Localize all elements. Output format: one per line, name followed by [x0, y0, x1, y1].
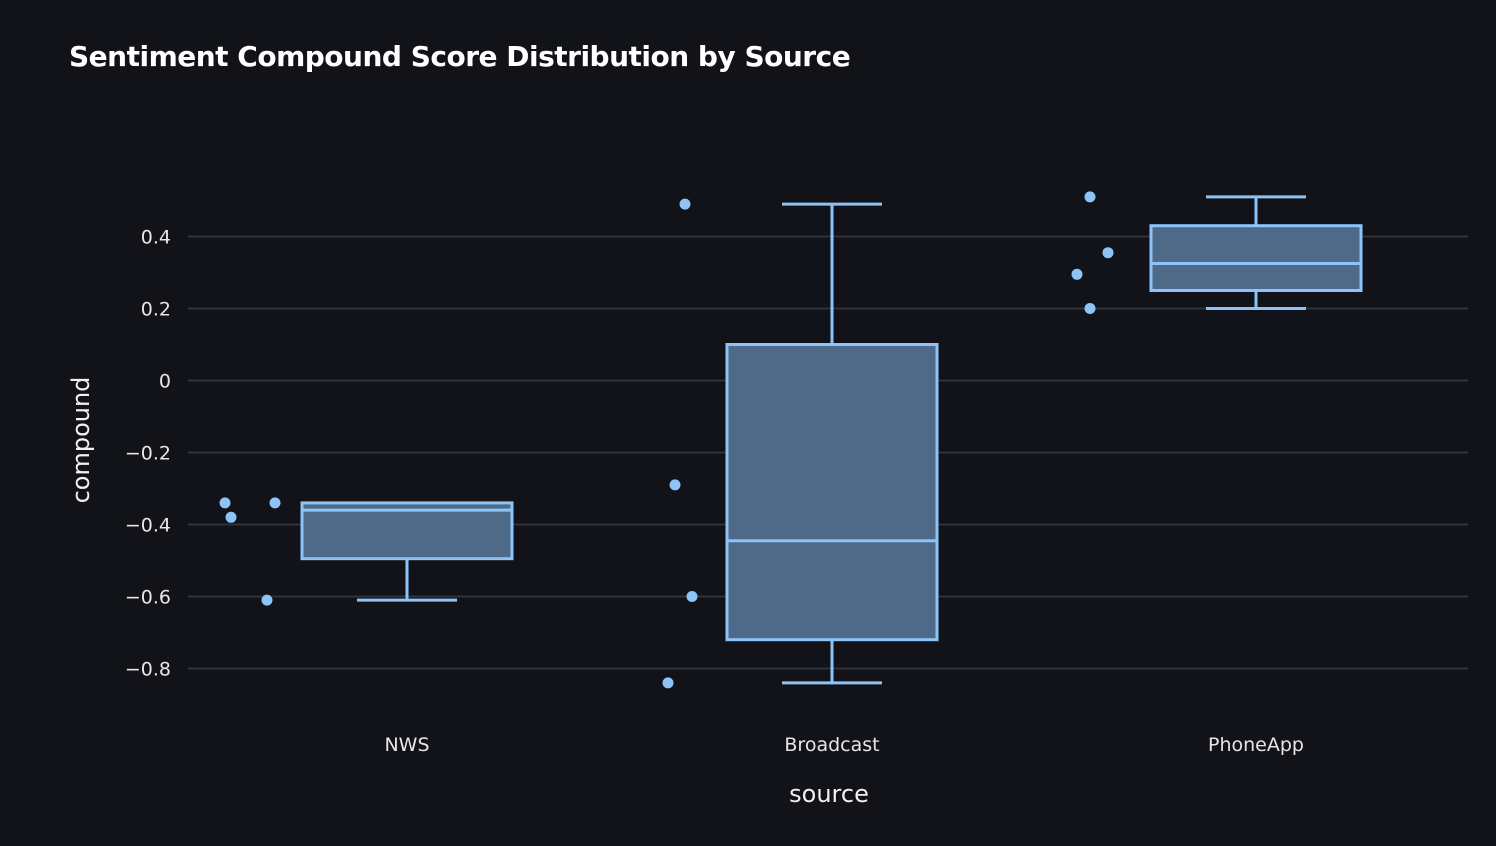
- iqr-box: [1149, 224, 1363, 292]
- iqr-box: [300, 501, 514, 561]
- y-tick-label: 0.2: [141, 299, 171, 321]
- box-broadcast: [725, 202, 939, 685]
- x-tick-label: Broadcast: [784, 734, 879, 756]
- data-point: [1102, 247, 1114, 259]
- x-tick-label: NWS: [384, 734, 429, 756]
- data-point: [1084, 303, 1096, 314]
- box-nws: [300, 501, 514, 602]
- data-point: [1084, 191, 1096, 203]
- y-tick-label: −0.6: [125, 587, 171, 609]
- y-tick-labels: 0.4 0.2 0 −0.2 −0.4 −0.6 −0.8: [125, 227, 171, 681]
- data-point: [669, 479, 681, 491]
- points: [219, 191, 1114, 689]
- data-point: [219, 497, 231, 509]
- y-tick-label: −0.8: [125, 659, 171, 681]
- y-tick-label: 0.4: [141, 227, 171, 249]
- box-phoneapp: [1149, 195, 1363, 310]
- x-tick-label: PhoneApp: [1208, 734, 1304, 756]
- chart-title: Sentiment Compound Score Distribution by…: [69, 40, 851, 73]
- y-tick-label: −0.4: [125, 515, 171, 537]
- y-tick-label: −0.2: [125, 443, 171, 465]
- x-tick-labels: NWS Broadcast PhoneApp: [384, 734, 1304, 756]
- boxes: [300, 195, 1363, 685]
- iqr-box: [725, 343, 939, 642]
- data-point: [1071, 268, 1083, 280]
- data-point: [269, 497, 281, 509]
- data-point: [662, 677, 674, 689]
- y-axis-title: compound: [67, 377, 95, 504]
- data-point: [679, 198, 691, 210]
- data-point: [261, 594, 273, 606]
- data-point: [686, 591, 698, 602]
- y-tick-label: 0: [159, 371, 171, 393]
- x-axis-title: source: [789, 780, 869, 808]
- data-point: [225, 511, 237, 523]
